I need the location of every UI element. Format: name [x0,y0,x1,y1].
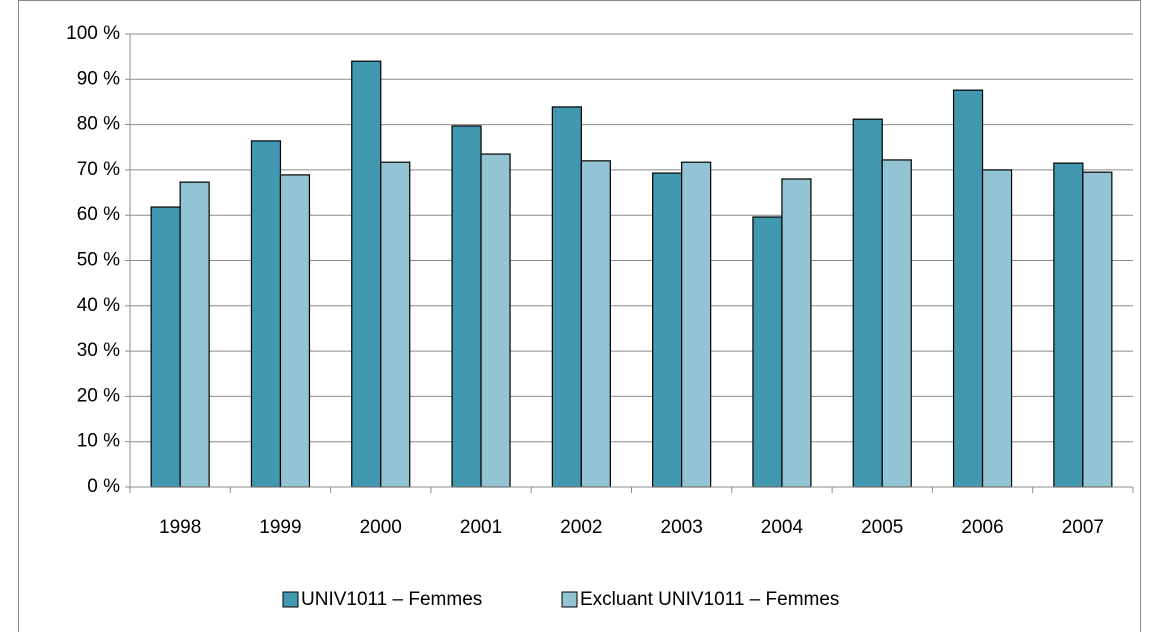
bar [981,169,1013,488]
y-tick-label: 70 % [77,159,120,180]
legend-label: UNIV1011 – Femmes [301,589,482,610]
bar [279,174,311,488]
legend-label: Excluant UNIV1011 – Femmes [580,589,839,610]
bar [480,153,511,488]
y-tick-label: 80 % [77,114,120,135]
x-tick-label: 1998 [159,517,201,538]
x-tick-label: 2004 [761,517,804,538]
bar [551,106,582,488]
bar [652,172,683,488]
bar [1053,162,1084,488]
bar [351,60,382,488]
bar [150,206,181,488]
bar [681,161,712,488]
bar [250,140,282,488]
legend-swatch [282,591,299,608]
y-tick-label: 90 % [77,68,120,89]
bar [380,161,411,488]
x-tick-label: 2000 [360,517,402,538]
bar [881,159,912,488]
bar [1082,171,1113,488]
bar [952,89,984,488]
legend-swatch [561,591,578,608]
y-tick-label: 30 % [77,340,120,361]
y-tick-label: 50 % [77,250,120,271]
x-tick-label: 2007 [1062,517,1104,538]
y-tick-label: 10 % [77,431,120,452]
y-tick-label: 20 % [77,385,120,406]
x-tick-label: 2002 [560,517,602,538]
y-tick-label: 60 % [77,204,120,225]
x-tick-label: 2003 [661,517,703,538]
x-tick-label: 1999 [259,517,301,538]
x-tick-label: 2006 [961,517,1003,538]
bar [580,160,611,488]
y-tick-label: 0 % [87,476,120,497]
x-tick-label: 2001 [460,517,502,538]
y-tick-label: 100 % [66,23,120,44]
bar [781,178,812,488]
x-tick-label: 2005 [861,517,903,538]
bar [752,216,783,488]
bar [852,118,883,488]
bar [451,125,482,488]
bar [179,181,210,488]
y-tick-label: 40 % [77,295,120,316]
